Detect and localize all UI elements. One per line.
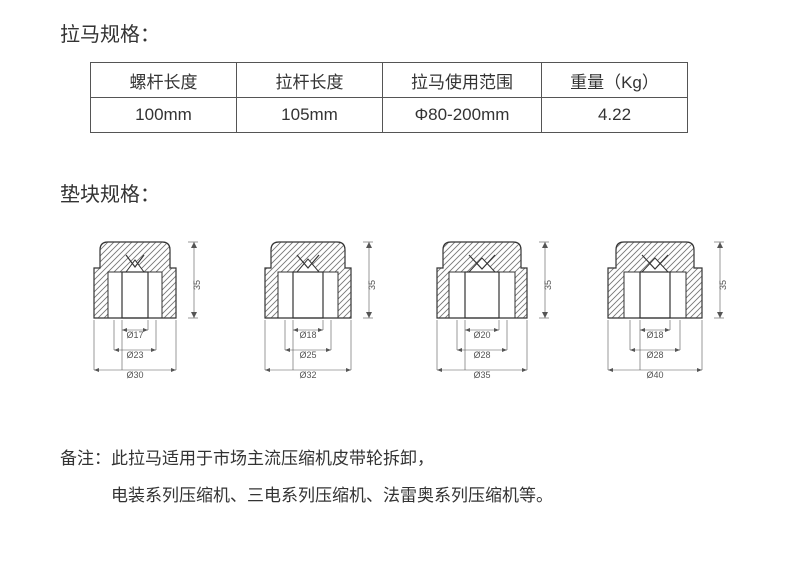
- th-weight: 重量（Kg）: [542, 63, 688, 98]
- note-line-2: 电装系列压缩机、三电系列压缩机、法雷奥系列压缩机等。: [111, 486, 553, 505]
- block-diagrams-row: 35 Ø17 Ø23: [60, 230, 740, 400]
- th-rod-length: 拉杆长度: [237, 63, 383, 98]
- th-screw-length: 螺杆长度: [91, 63, 237, 98]
- svg-text:35: 35: [192, 280, 202, 290]
- block-diagram-1: 35 Ø17 Ø23: [60, 230, 220, 400]
- svg-text:Ø17: Ø17: [126, 330, 143, 340]
- lama-spec-table: 螺杆长度 拉杆长度 拉马使用范围 重量（Kg） 100mm 105mm Φ80-…: [90, 62, 688, 133]
- table-header-row: 螺杆长度 拉杆长度 拉马使用范围 重量（Kg）: [91, 63, 688, 98]
- svg-text:Ø23: Ø23: [126, 350, 143, 360]
- td-weight: 4.22: [542, 98, 688, 133]
- block-diagram-2: 35 Ø18 Ø25 Ø32: [233, 230, 393, 400]
- svg-text:Ø30: Ø30: [126, 370, 143, 380]
- svg-text:Ø28: Ø28: [473, 350, 490, 360]
- svg-text:Ø28: Ø28: [646, 350, 663, 360]
- block-diagram-3: 35 Ø20 Ø28 Ø35: [407, 230, 567, 400]
- td-screw-length: 100mm: [91, 98, 237, 133]
- svg-text:Ø18: Ø18: [646, 330, 663, 340]
- td-usage-range: Φ80-200mm: [383, 98, 542, 133]
- note-label: 备注：: [60, 449, 111, 468]
- table-data-row: 100mm 105mm Φ80-200mm 4.22: [91, 98, 688, 133]
- svg-text:Ø25: Ø25: [300, 350, 317, 360]
- td-rod-length: 105mm: [237, 98, 383, 133]
- svg-text:35: 35: [543, 280, 553, 290]
- th-usage-range: 拉马使用范围: [383, 63, 542, 98]
- note-block: 备注：此拉马适用于市场主流压缩机皮带轮拆卸， 备注：电装系列压缩机、三电系列压缩…: [60, 440, 553, 515]
- section-title-block-spec: 垫块规格：: [60, 178, 160, 207]
- svg-text:Ø18: Ø18: [300, 330, 317, 340]
- svg-text:Ø20: Ø20: [473, 330, 490, 340]
- note-line-1: 此拉马适用于市场主流压缩机皮带轮拆卸，: [111, 449, 434, 468]
- block-diagram-4: 35 Ø18 Ø28 Ø40: [580, 230, 740, 400]
- svg-text:Ø35: Ø35: [473, 370, 490, 380]
- section-title-lama-spec: 拉马规格：: [60, 18, 160, 47]
- svg-text:35: 35: [367, 280, 377, 290]
- svg-text:35: 35: [718, 280, 728, 290]
- svg-text:Ø40: Ø40: [646, 370, 663, 380]
- svg-text:Ø32: Ø32: [300, 370, 317, 380]
